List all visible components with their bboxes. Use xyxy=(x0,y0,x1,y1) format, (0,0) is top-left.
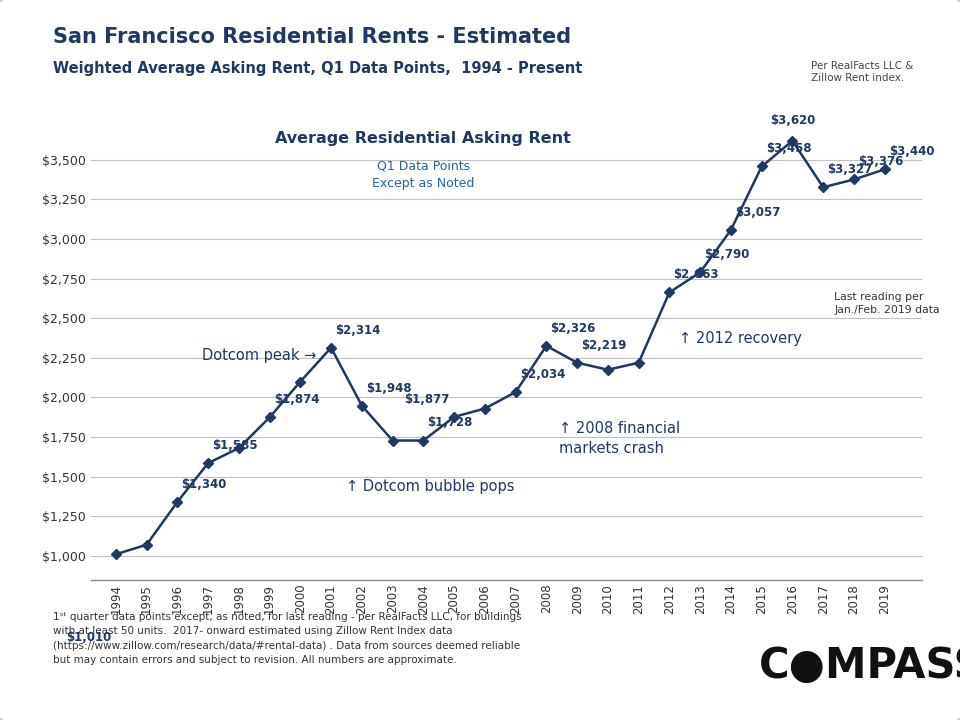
Text: $1,728: $1,728 xyxy=(427,416,473,429)
Text: $1,874: $1,874 xyxy=(274,393,320,406)
Text: $3,057: $3,057 xyxy=(735,206,780,219)
Text: San Francisco Residential Rents - Estimated: San Francisco Residential Rents - Estima… xyxy=(53,27,571,48)
Text: $2,034: $2,034 xyxy=(519,368,565,381)
Text: $3,458: $3,458 xyxy=(766,143,811,156)
Text: $2,790: $2,790 xyxy=(705,248,750,261)
Text: Q1 Data Points
Except as Noted: Q1 Data Points Except as Noted xyxy=(372,159,474,190)
Text: $1,877: $1,877 xyxy=(404,393,450,406)
Text: Dotcom peak →: Dotcom peak → xyxy=(202,348,316,363)
Text: 1ˢᵗ quarter data points except, as noted, for last reading - per RealFacts LLC, : 1ˢᵗ quarter data points except, as noted… xyxy=(53,612,521,665)
Text: $2,326: $2,326 xyxy=(550,322,596,335)
Text: Average Residential Asking Rent: Average Residential Asking Rent xyxy=(276,130,571,145)
Text: ↑ 2008 financial
markets crash: ↑ 2008 financial markets crash xyxy=(559,421,680,456)
Text: $1,948: $1,948 xyxy=(366,382,412,395)
Text: $2,663: $2,663 xyxy=(674,269,719,282)
Text: Per RealFacts LLC &
Zillow Rent index.: Per RealFacts LLC & Zillow Rent index. xyxy=(811,61,914,83)
Text: ↑ 2012 recovery: ↑ 2012 recovery xyxy=(679,330,802,346)
Text: Weighted Average Asking Rent, Q1 Data Points,  1994 - Present: Weighted Average Asking Rent, Q1 Data Po… xyxy=(53,61,582,76)
Text: $1,340: $1,340 xyxy=(181,478,227,491)
Text: $2,314: $2,314 xyxy=(335,323,380,336)
Text: $3,620: $3,620 xyxy=(770,114,815,127)
Text: $1,010: $1,010 xyxy=(66,631,111,644)
Text: $3,376: $3,376 xyxy=(858,156,903,168)
Text: $1,585: $1,585 xyxy=(212,439,258,452)
Text: ↑ Dotcom bubble pops: ↑ Dotcom bubble pops xyxy=(347,479,515,494)
Text: $3,440: $3,440 xyxy=(889,145,934,158)
Text: Last reading per
Jan./Feb. 2019 data: Last reading per Jan./Feb. 2019 data xyxy=(834,292,940,315)
Text: $3,327: $3,327 xyxy=(828,163,873,176)
Text: C●MPASS: C●MPASS xyxy=(758,645,960,687)
Text: $2,219: $2,219 xyxy=(582,338,627,351)
